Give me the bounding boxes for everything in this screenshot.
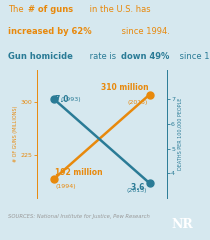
Text: rate is: rate is	[87, 52, 119, 61]
Text: Gun homicide: Gun homicide	[8, 52, 73, 61]
Text: (2015): (2015)	[128, 100, 148, 105]
Text: 192 million: 192 million	[55, 168, 103, 177]
Text: in the U.S. has: in the U.S. has	[87, 5, 151, 14]
Text: since 1994.: since 1994.	[119, 27, 169, 36]
Y-axis label: DEATHS PER 100,000 PEOPLE: DEATHS PER 100,000 PEOPLE	[178, 98, 183, 170]
Text: increased by 62%: increased by 62%	[8, 27, 92, 36]
Text: NR: NR	[172, 218, 194, 232]
Text: SOURCES: National Institute for Justice, Pew Research: SOURCES: National Institute for Justice,…	[8, 214, 150, 219]
Text: down 49%: down 49%	[121, 52, 169, 61]
Text: (1993): (1993)	[61, 97, 81, 102]
Text: 7.0: 7.0	[55, 95, 72, 104]
Text: since 1993.: since 1993.	[177, 52, 210, 61]
Text: (2013): (2013)	[127, 188, 147, 193]
Y-axis label: # OF GUNS (MILLIONS): # OF GUNS (MILLIONS)	[13, 106, 18, 162]
Text: 310 million: 310 million	[101, 84, 148, 92]
Text: 3.6: 3.6	[131, 183, 147, 192]
Text: (1994): (1994)	[55, 185, 76, 189]
Text: The: The	[8, 5, 27, 14]
Text: # of guns: # of guns	[28, 5, 74, 14]
